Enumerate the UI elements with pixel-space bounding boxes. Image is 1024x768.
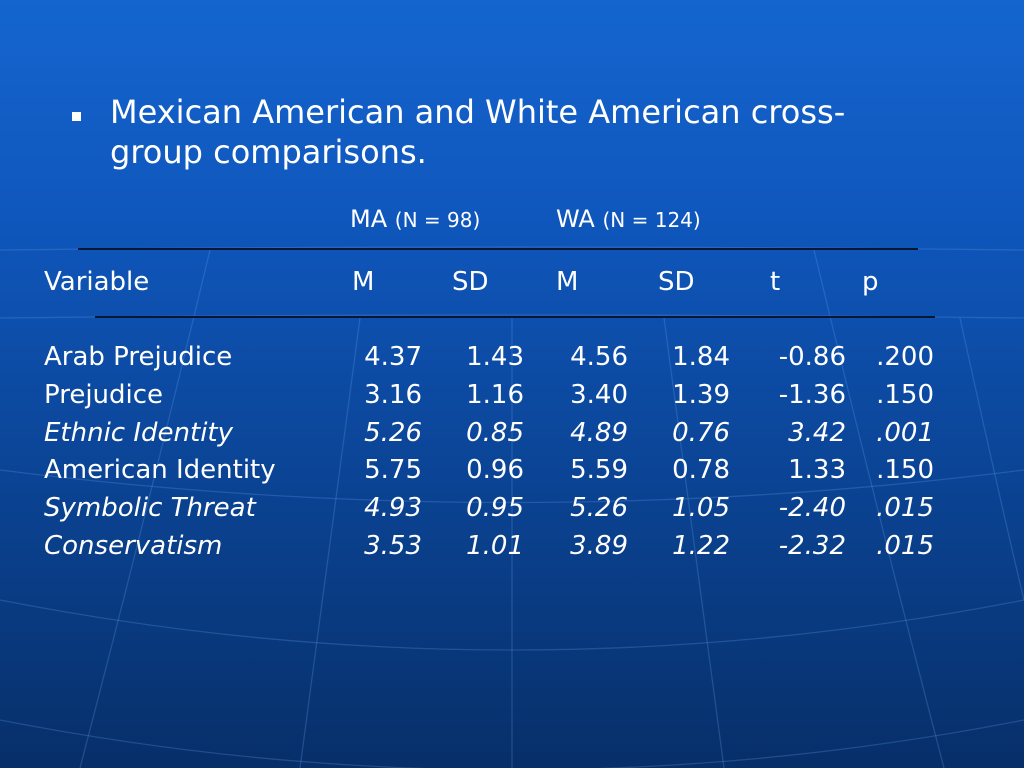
cell-wa-sd: 0.78 [672, 455, 730, 485]
group-name: WA [556, 205, 595, 233]
row-label: Symbolic Threat [44, 493, 256, 523]
cell-t: -2.32 [778, 531, 846, 561]
group-n: (N = 98) [394, 208, 481, 232]
cell-ma-m: 4.37 [364, 342, 422, 372]
cell-wa-m: 4.56 [570, 342, 628, 372]
cell-wa-m: 3.40 [570, 380, 628, 410]
cell-ma-sd: 1.43 [466, 342, 524, 372]
cell-t: -0.86 [778, 342, 846, 372]
cell-wa-m: 5.26 [570, 493, 628, 523]
cell-t: -2.40 [778, 493, 846, 523]
cell-ma-m: 3.16 [364, 380, 422, 410]
cell-ma-m: 5.26 [364, 418, 422, 448]
cell-wa-sd: 1.39 [672, 380, 730, 410]
cell-wa-sd: 0.76 [672, 418, 730, 448]
cell-t: 1.33 [788, 455, 846, 485]
row-label: Arab Prejudice [44, 342, 233, 372]
group-name: MA [350, 205, 388, 233]
header-p: p [862, 267, 879, 297]
cell-wa-m: 5.59 [570, 455, 628, 485]
cell-t: -1.36 [778, 380, 846, 410]
cell-ma-sd: 0.96 [466, 455, 524, 485]
row-label: Prejudice [44, 380, 164, 410]
group-header-ma: MA (N = 98) [350, 203, 480, 236]
cell-wa-sd: 1.05 [672, 493, 730, 523]
group-header-wa: WA (N = 124) [556, 203, 701, 236]
cell-p: .150 [876, 380, 934, 410]
cell-p: .200 [876, 342, 934, 372]
header-ma-sd: SD [452, 267, 489, 297]
cell-ma-m: 4.93 [364, 493, 422, 523]
header-variable: Variable [44, 267, 150, 297]
cell-wa-sd: 1.22 [672, 531, 730, 561]
header-ma-m: M [352, 267, 375, 297]
cell-p: .001 [876, 418, 934, 448]
cell-ma-m: 5.75 [364, 455, 422, 485]
group-n: (N = 124) [602, 208, 701, 232]
cell-ma-sd: 1.01 [466, 531, 524, 561]
cell-t: 3.42 [788, 418, 846, 448]
row-label: Ethnic Identity [44, 418, 234, 448]
cell-ma-m: 3.53 [364, 531, 422, 561]
cell-ma-sd: 0.95 [466, 493, 524, 523]
cell-wa-m: 3.89 [570, 531, 628, 561]
cell-p: .015 [876, 531, 934, 561]
table-top-rule [78, 248, 918, 250]
bullet-marker [72, 112, 81, 121]
row-label: American Identity [44, 455, 276, 485]
cell-wa-m: 4.89 [570, 418, 628, 448]
header-wa-m: M [556, 267, 579, 297]
table-header-rule [95, 316, 935, 318]
cell-ma-sd: 0.85 [466, 418, 524, 448]
cell-p: .150 [876, 455, 934, 485]
header-wa-sd: SD [658, 267, 695, 297]
header-t: t [770, 267, 781, 297]
cell-p: .015 [876, 493, 934, 523]
cell-ma-sd: 1.16 [466, 380, 524, 410]
row-label: Conservatism [44, 531, 223, 561]
cell-wa-sd: 1.84 [672, 342, 730, 372]
bullet-text: Mexican American and White American cros… [110, 93, 846, 171]
